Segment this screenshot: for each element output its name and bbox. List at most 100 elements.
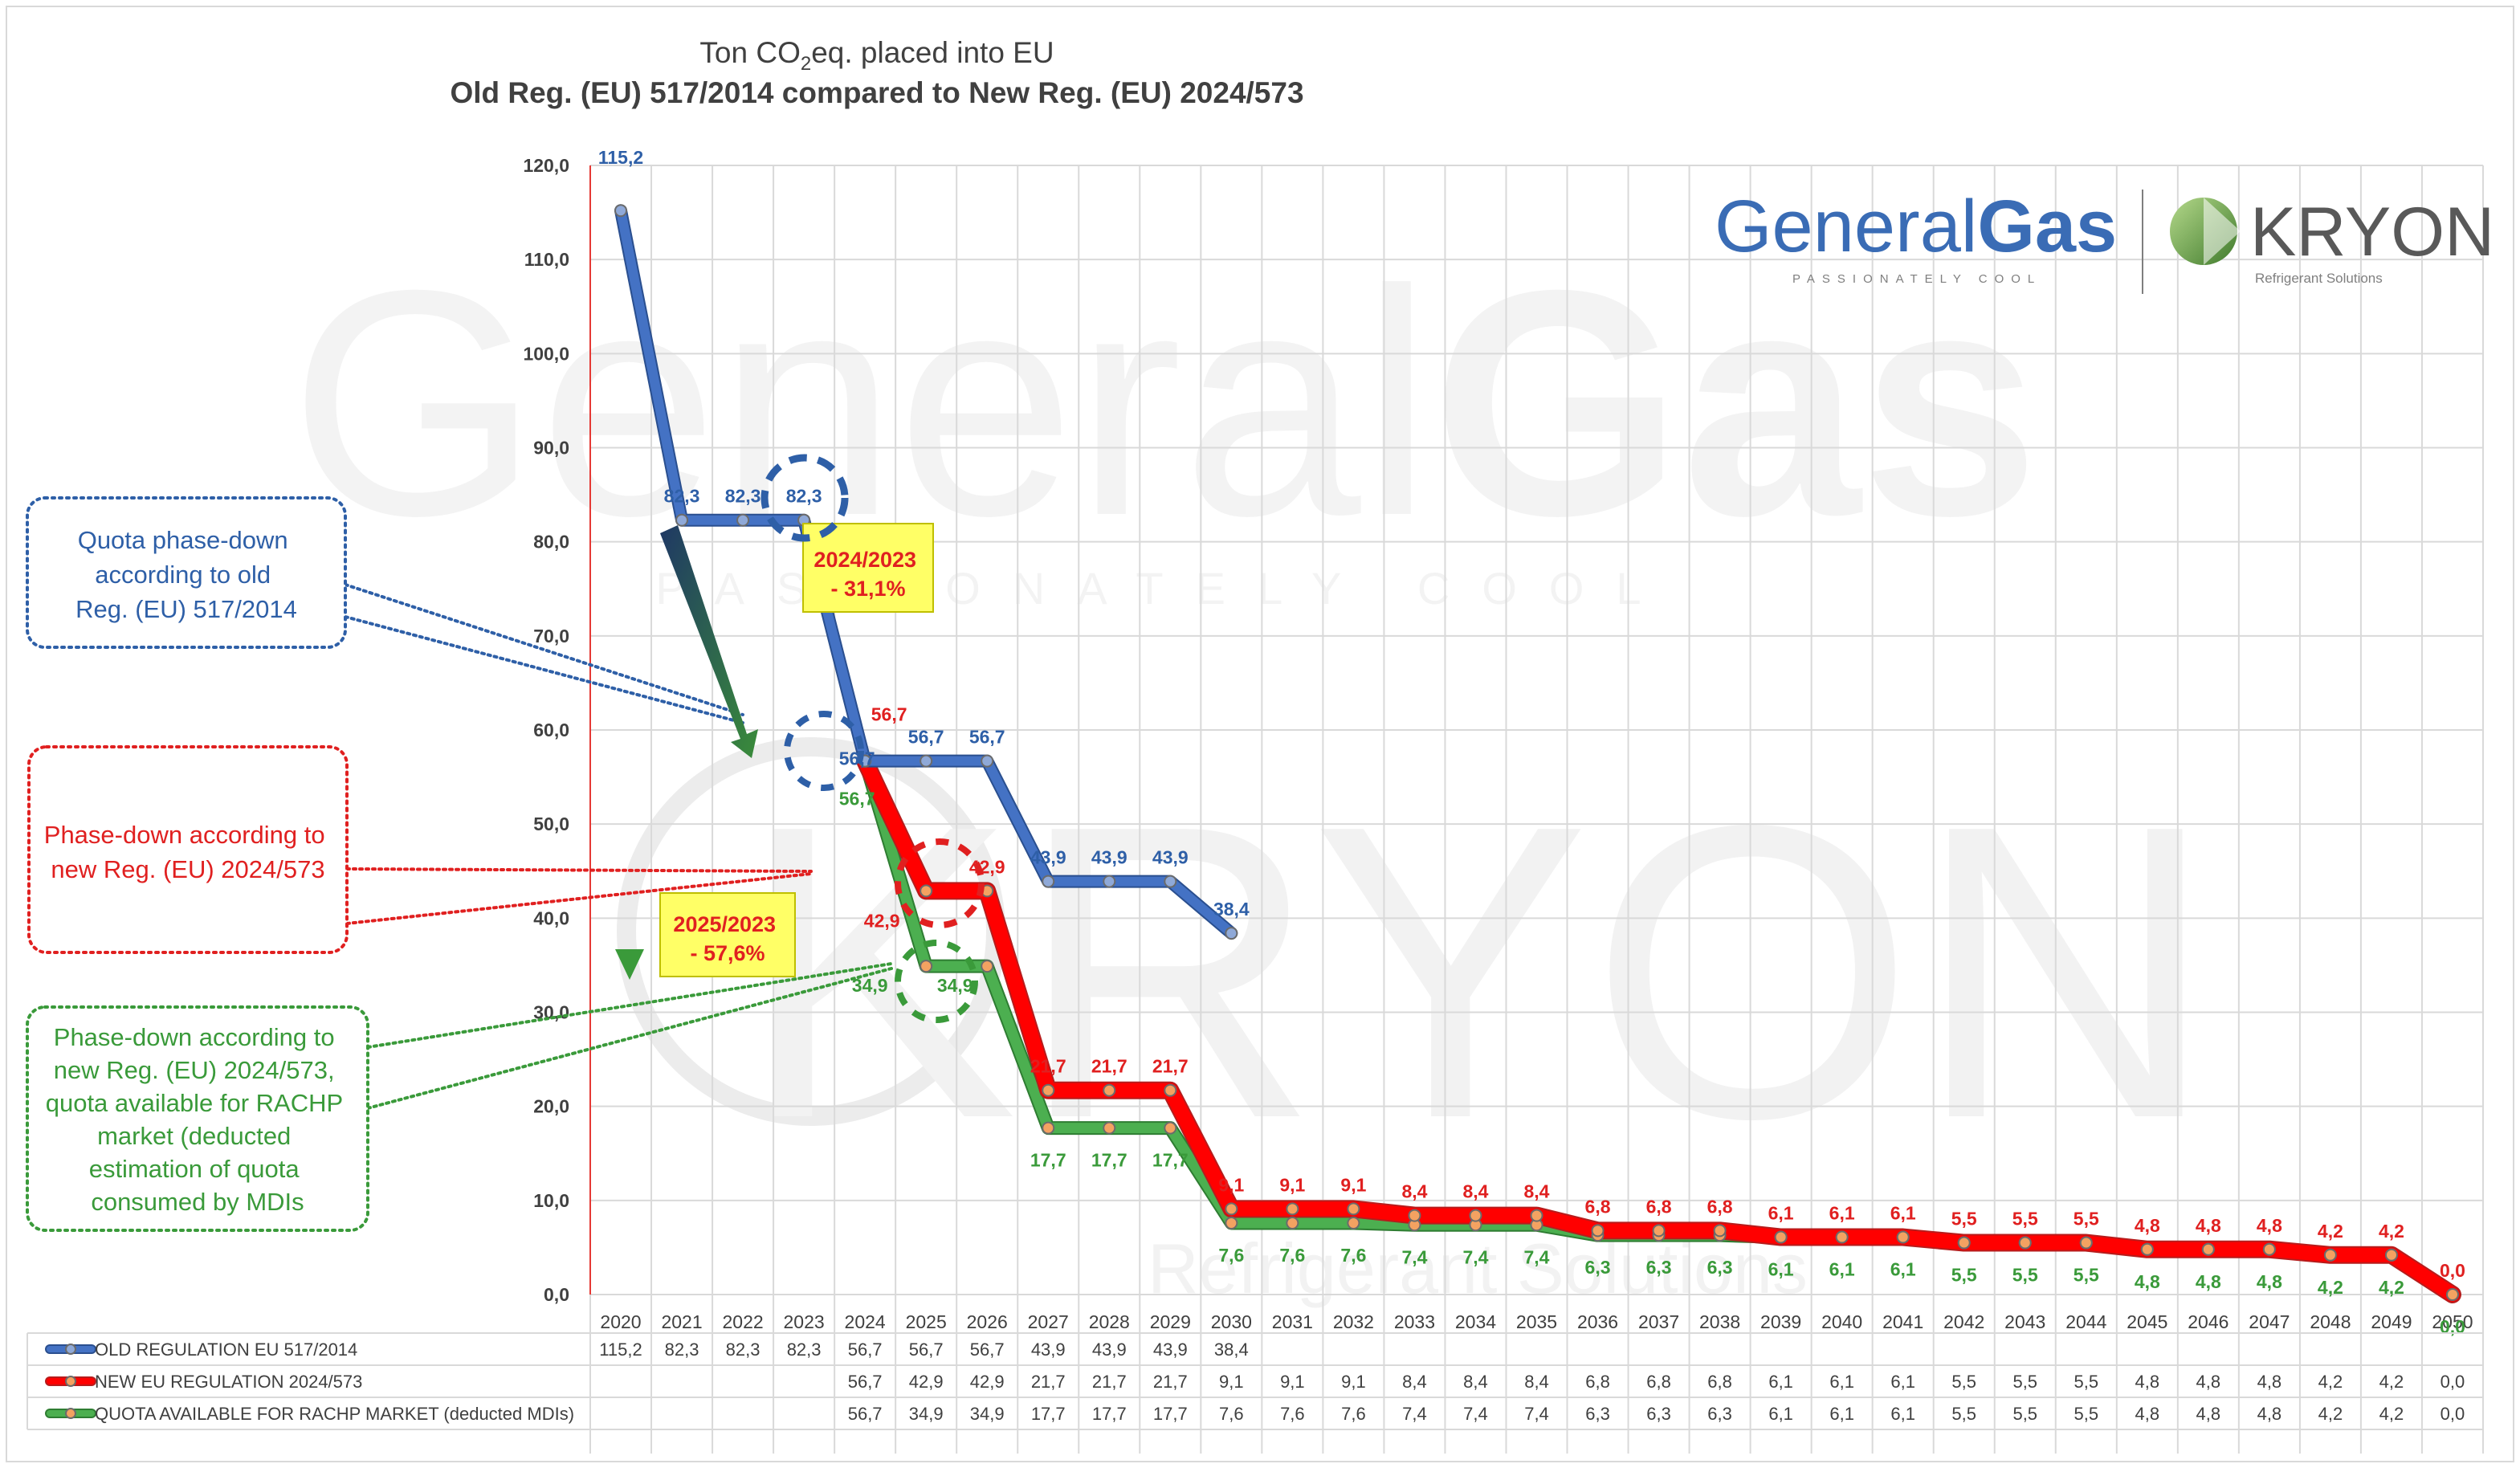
data-point bbox=[920, 754, 933, 768]
generalgas-logo: GeneralGas PASSIONATELY COOL bbox=[1715, 186, 2117, 286]
data-point bbox=[1469, 1209, 1482, 1222]
svg-text:2025/2023 - 57,6%: 2025/2023 - 57,6% bbox=[673, 912, 781, 965]
data-label: 34,9 bbox=[852, 975, 888, 996]
data-label: 5,5 bbox=[2012, 1209, 2038, 1229]
x-tick-label: 2044 bbox=[2065, 1311, 2106, 1332]
x-tick-label: 2034 bbox=[1455, 1311, 1496, 1332]
annotation-connector bbox=[344, 615, 744, 724]
data-label: 56,7 bbox=[839, 789, 875, 809]
x-tick-label: 2049 bbox=[2371, 1311, 2412, 1332]
x-tick-label: 2025 bbox=[906, 1311, 947, 1332]
table-cell: 4,2 bbox=[2379, 1372, 2404, 1392]
data-label: 9,1 bbox=[1218, 1174, 1244, 1195]
data-label: 43,9 bbox=[1030, 847, 1066, 868]
data-label: 4,8 bbox=[2196, 1215, 2221, 1236]
table-cell: 56,7 bbox=[970, 1340, 1005, 1360]
x-tick-label: 2035 bbox=[1516, 1311, 1557, 1332]
table-cell: 6,8 bbox=[1707, 1372, 1732, 1392]
annotation-old-regulation: Quota phase-down according to old Reg. (… bbox=[26, 496, 347, 649]
x-tick-label: 2050 bbox=[2432, 1311, 2473, 1332]
data-label: 4,2 bbox=[2318, 1277, 2343, 1298]
x-tick-label: 2028 bbox=[1089, 1311, 1130, 1332]
table-cell: 6,8 bbox=[1646, 1372, 1671, 1392]
table-cell: 4,8 bbox=[2257, 1404, 2282, 1424]
table-cell: 43,9 bbox=[1031, 1340, 1066, 1360]
y-axis: 0,010,020,030,040,050,060,070,080,090,01… bbox=[523, 155, 569, 1305]
data-point bbox=[920, 884, 933, 898]
table-cell: 21,7 bbox=[1092, 1372, 1127, 1392]
svg-text:Quota phase-down accordi: Quota phase-down according to old Reg. (… bbox=[75, 526, 297, 623]
data-point bbox=[2323, 1248, 2337, 1262]
y-tick-label: 70,0 bbox=[533, 626, 569, 646]
data-point bbox=[981, 754, 994, 768]
table-cell: 8,4 bbox=[1463, 1372, 1488, 1392]
data-point bbox=[2079, 1236, 2093, 1250]
x-tick-label: 2020 bbox=[600, 1311, 641, 1332]
table-cell: 34,9 bbox=[909, 1404, 944, 1424]
x-tick-label: 2032 bbox=[1333, 1311, 1374, 1332]
table-cell: 6,1 bbox=[1768, 1372, 1793, 1392]
annotation-connector bbox=[345, 867, 813, 873]
x-tick-label: 2027 bbox=[1028, 1311, 1069, 1332]
table-cell: 82,3 bbox=[665, 1340, 699, 1360]
table-cell: 82,3 bbox=[787, 1340, 822, 1360]
table-cell: 56,7 bbox=[848, 1404, 883, 1424]
data-labels: 115,282,3 82,3 82,356,756,7 56,743,9 43,9 43,… bbox=[598, 147, 2465, 1337]
annotation-rachp-quota: Phase-down according to new Reg. (EU) 20… bbox=[26, 1005, 369, 1232]
table-cell: 6,3 bbox=[1585, 1404, 1610, 1424]
data-label: 43,9 bbox=[1091, 847, 1127, 868]
table-cell: 6,3 bbox=[1646, 1404, 1671, 1424]
data-label: 9,1 bbox=[1340, 1174, 1366, 1195]
data-label: 6,8 bbox=[1646, 1196, 1672, 1217]
data-label: 56,7 bbox=[969, 727, 1005, 748]
table-cell: 17,7 bbox=[1092, 1404, 1127, 1424]
highlight-circle-2025-new bbox=[895, 838, 985, 928]
table-cell: 4,2 bbox=[2379, 1404, 2404, 1424]
data-label: 9,1 bbox=[1279, 1174, 1305, 1195]
table-cell: 6,1 bbox=[1768, 1404, 1793, 1424]
data-point bbox=[1713, 1224, 1727, 1238]
table-cell: 6,1 bbox=[1890, 1372, 1915, 1392]
svg-text:GeneralGas: GeneralGas bbox=[289, 223, 2039, 582]
table-cell: 4,8 bbox=[2135, 1372, 2160, 1392]
series-lines bbox=[614, 204, 2461, 1303]
data-label: 7,6 bbox=[1340, 1245, 1366, 1266]
data-label: 82,3 bbox=[786, 486, 822, 507]
data-point bbox=[1225, 927, 1238, 940]
data-point bbox=[1042, 875, 1055, 888]
data-label: 4,8 bbox=[2135, 1271, 2160, 1292]
data-label: 0,0 bbox=[2440, 1316, 2465, 1337]
data-point bbox=[1408, 1209, 1421, 1222]
data-point bbox=[2384, 1248, 2398, 1262]
table-cell: 38,4 bbox=[1214, 1340, 1249, 1360]
svg-text:PASSIONATELY COOL: PASSIONATELY COOL bbox=[1792, 272, 2041, 286]
table-cell: 4,8 bbox=[2196, 1404, 2221, 1424]
table-cell: 4,2 bbox=[2318, 1404, 2343, 1424]
data-label: 38,4 bbox=[1213, 899, 1250, 920]
table-cell: 5,5 bbox=[2073, 1404, 2098, 1424]
table-cell: 6,1 bbox=[1890, 1404, 1915, 1424]
data-label: 6,8 bbox=[1585, 1196, 1611, 1217]
data-point bbox=[1957, 1236, 1971, 1250]
box-2025-vs-2023: 2025/2023 - 57,6% bbox=[659, 892, 796, 977]
kryon-logo: KRYON Refrigerant Solutions bbox=[2170, 194, 2494, 286]
data-point bbox=[1591, 1224, 1605, 1238]
data-label: 6,1 bbox=[1890, 1203, 1916, 1224]
data-label: 21,7 bbox=[1091, 1056, 1127, 1077]
x-tick-label: 2029 bbox=[1150, 1311, 1191, 1332]
data-point bbox=[2140, 1242, 2154, 1256]
data-point bbox=[1652, 1224, 1666, 1238]
data-point bbox=[1164, 1121, 1177, 1135]
data-point bbox=[2445, 1288, 2459, 1301]
x-tick-label: 2031 bbox=[1272, 1311, 1313, 1332]
data-label: 4,8 bbox=[2196, 1271, 2221, 1292]
annotation-connectors bbox=[344, 583, 893, 1110]
table-cell: 4,2 bbox=[2318, 1372, 2343, 1392]
data-point bbox=[1103, 1083, 1116, 1097]
data-point bbox=[1347, 1202, 1360, 1216]
x-tick-label: 2046 bbox=[2188, 1311, 2228, 1332]
svg-text:2024/2023 - 31,1%: 2024/2023 - 31,1% bbox=[813, 548, 922, 601]
table-cell: 42,9 bbox=[909, 1372, 944, 1392]
x-tick-label: 2033 bbox=[1394, 1311, 1435, 1332]
